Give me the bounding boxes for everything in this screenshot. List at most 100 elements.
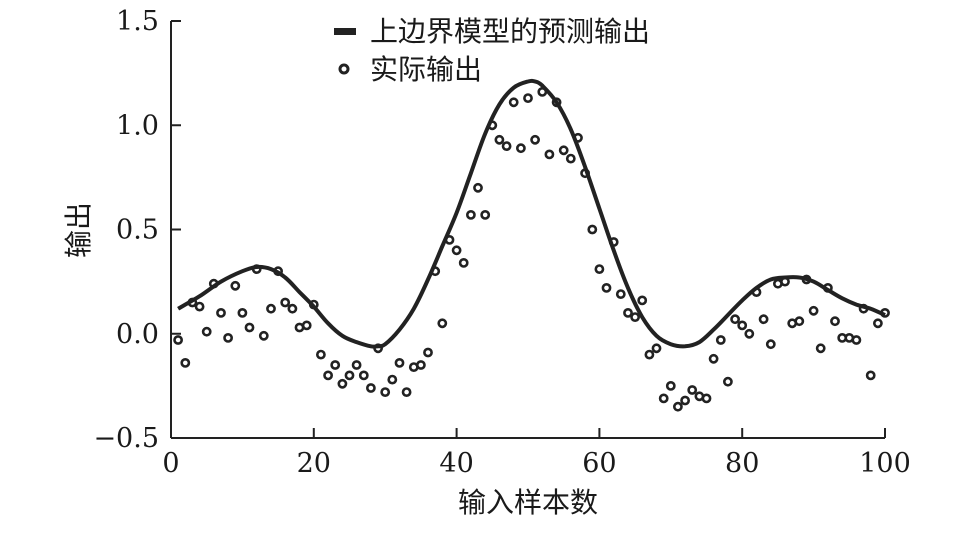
actual-output-point (815, 343, 826, 354)
actual-output-point (623, 307, 633, 318)
actual-output-point (758, 314, 769, 325)
actual-output-point (715, 335, 726, 345)
actual-output-point (601, 282, 612, 293)
actual-output-point (551, 97, 562, 108)
actual-output-point (744, 328, 755, 339)
actual-output-point (458, 257, 469, 268)
actual-output-point (765, 339, 776, 350)
actual-output-point (308, 299, 319, 310)
actual-output-point (587, 224, 598, 235)
actual-output-point (680, 395, 690, 406)
actual-output-point (230, 280, 241, 291)
actual-output-point (201, 326, 212, 337)
actual-output-point (873, 318, 883, 329)
legend-line-swatch (334, 28, 356, 35)
legend-label-prediction: 上边界模型的预测输出 (370, 15, 650, 48)
actual-output-point (180, 357, 191, 368)
actual-output-point (794, 316, 805, 327)
actual-output-point (280, 297, 291, 308)
actual-output-point (351, 360, 362, 370)
actual-output-point (365, 383, 376, 393)
actual-output-point (637, 295, 648, 306)
actual-output-point (644, 349, 655, 360)
actual-output-point (658, 393, 669, 404)
actual-output-point (301, 320, 312, 331)
actual-output-point (187, 297, 198, 308)
actual-output-point (258, 330, 269, 341)
actual-output-point (723, 376, 733, 387)
legend: 上边界模型的预测输出 实际输出 (334, 15, 650, 86)
actual-output-point (880, 307, 890, 318)
actual-output-point (401, 387, 412, 397)
actual-output-point (237, 307, 248, 318)
actual-output-point (508, 97, 519, 108)
actual-output-point (530, 134, 540, 145)
y-tick-label: 0.0 (116, 319, 159, 350)
actual-output-point (544, 149, 555, 160)
x-axis-title: 输入样本数 (458, 486, 598, 519)
actual-output-point (573, 132, 583, 143)
actual-output-point (223, 332, 233, 343)
actual-output-point (823, 282, 833, 293)
actual-output-point (580, 168, 590, 179)
actual-output-point (465, 209, 476, 220)
x-tick-label: 60 (582, 448, 616, 479)
actual-output-point (730, 314, 740, 325)
actual-output-point (801, 274, 812, 285)
actual-output-point (244, 322, 255, 333)
actual-output-point (501, 141, 512, 151)
actual-output-point (394, 357, 405, 368)
actual-output-point (737, 320, 748, 331)
y-tick-label: 1.5 (116, 6, 159, 37)
x-tick-label: 100 (859, 448, 911, 479)
actual-output-point (208, 278, 219, 289)
actual-output-point (173, 335, 183, 345)
actual-output-point (594, 264, 605, 274)
actual-output-point (415, 360, 426, 370)
actual-output-point (251, 264, 262, 274)
actual-output-point (516, 143, 526, 154)
actual-output-point (480, 209, 491, 220)
actual-output-point (444, 234, 455, 245)
actual-output-point (701, 393, 712, 404)
legend-marker-swatch (338, 63, 350, 75)
actual-output-point (651, 343, 662, 354)
actual-output-point (630, 312, 640, 322)
ticks: 0 20 40 60 80 100 −0.5 0.0 0.5 1.0 1.5 (93, 6, 910, 479)
y-tick-label: 0.5 (116, 215, 159, 246)
actual-output-point (437, 318, 448, 329)
actual-output-point (780, 276, 790, 287)
actual-output-point (615, 289, 626, 299)
prediction-line (177, 78, 886, 349)
y-axis-title: 输出 (62, 202, 95, 258)
actual-output-point (423, 347, 433, 358)
actual-output-point (673, 401, 683, 412)
actual-output-point (387, 374, 398, 385)
actual-output-point (858, 303, 869, 314)
actual-output-point (451, 245, 462, 256)
actual-output-point (808, 305, 819, 316)
actual-output-point (830, 316, 840, 327)
actual-output-point (751, 287, 762, 297)
actual-output-point (344, 370, 355, 381)
actual-output-point (216, 307, 226, 318)
actual-output-point (487, 120, 498, 131)
actual-output-point (565, 153, 576, 164)
actual-output-point (266, 303, 276, 314)
y-tick-label: −0.5 (93, 423, 159, 454)
x-tick-label: 20 (297, 448, 331, 479)
actual-output-point (194, 301, 205, 312)
actual-output-point (287, 303, 298, 314)
legend-label-actual: 实际输出 (370, 53, 482, 86)
actual-output-point (380, 387, 391, 397)
actual-output-point (494, 134, 505, 145)
actual-output-point (337, 378, 348, 389)
x-tick-label: 0 (162, 448, 179, 479)
y-tick-label: 1.0 (116, 110, 159, 141)
actual-output-point (430, 266, 441, 277)
actual-output-point (537, 87, 548, 97)
actual-output-point (473, 182, 483, 193)
actual-output-point (273, 266, 283, 277)
